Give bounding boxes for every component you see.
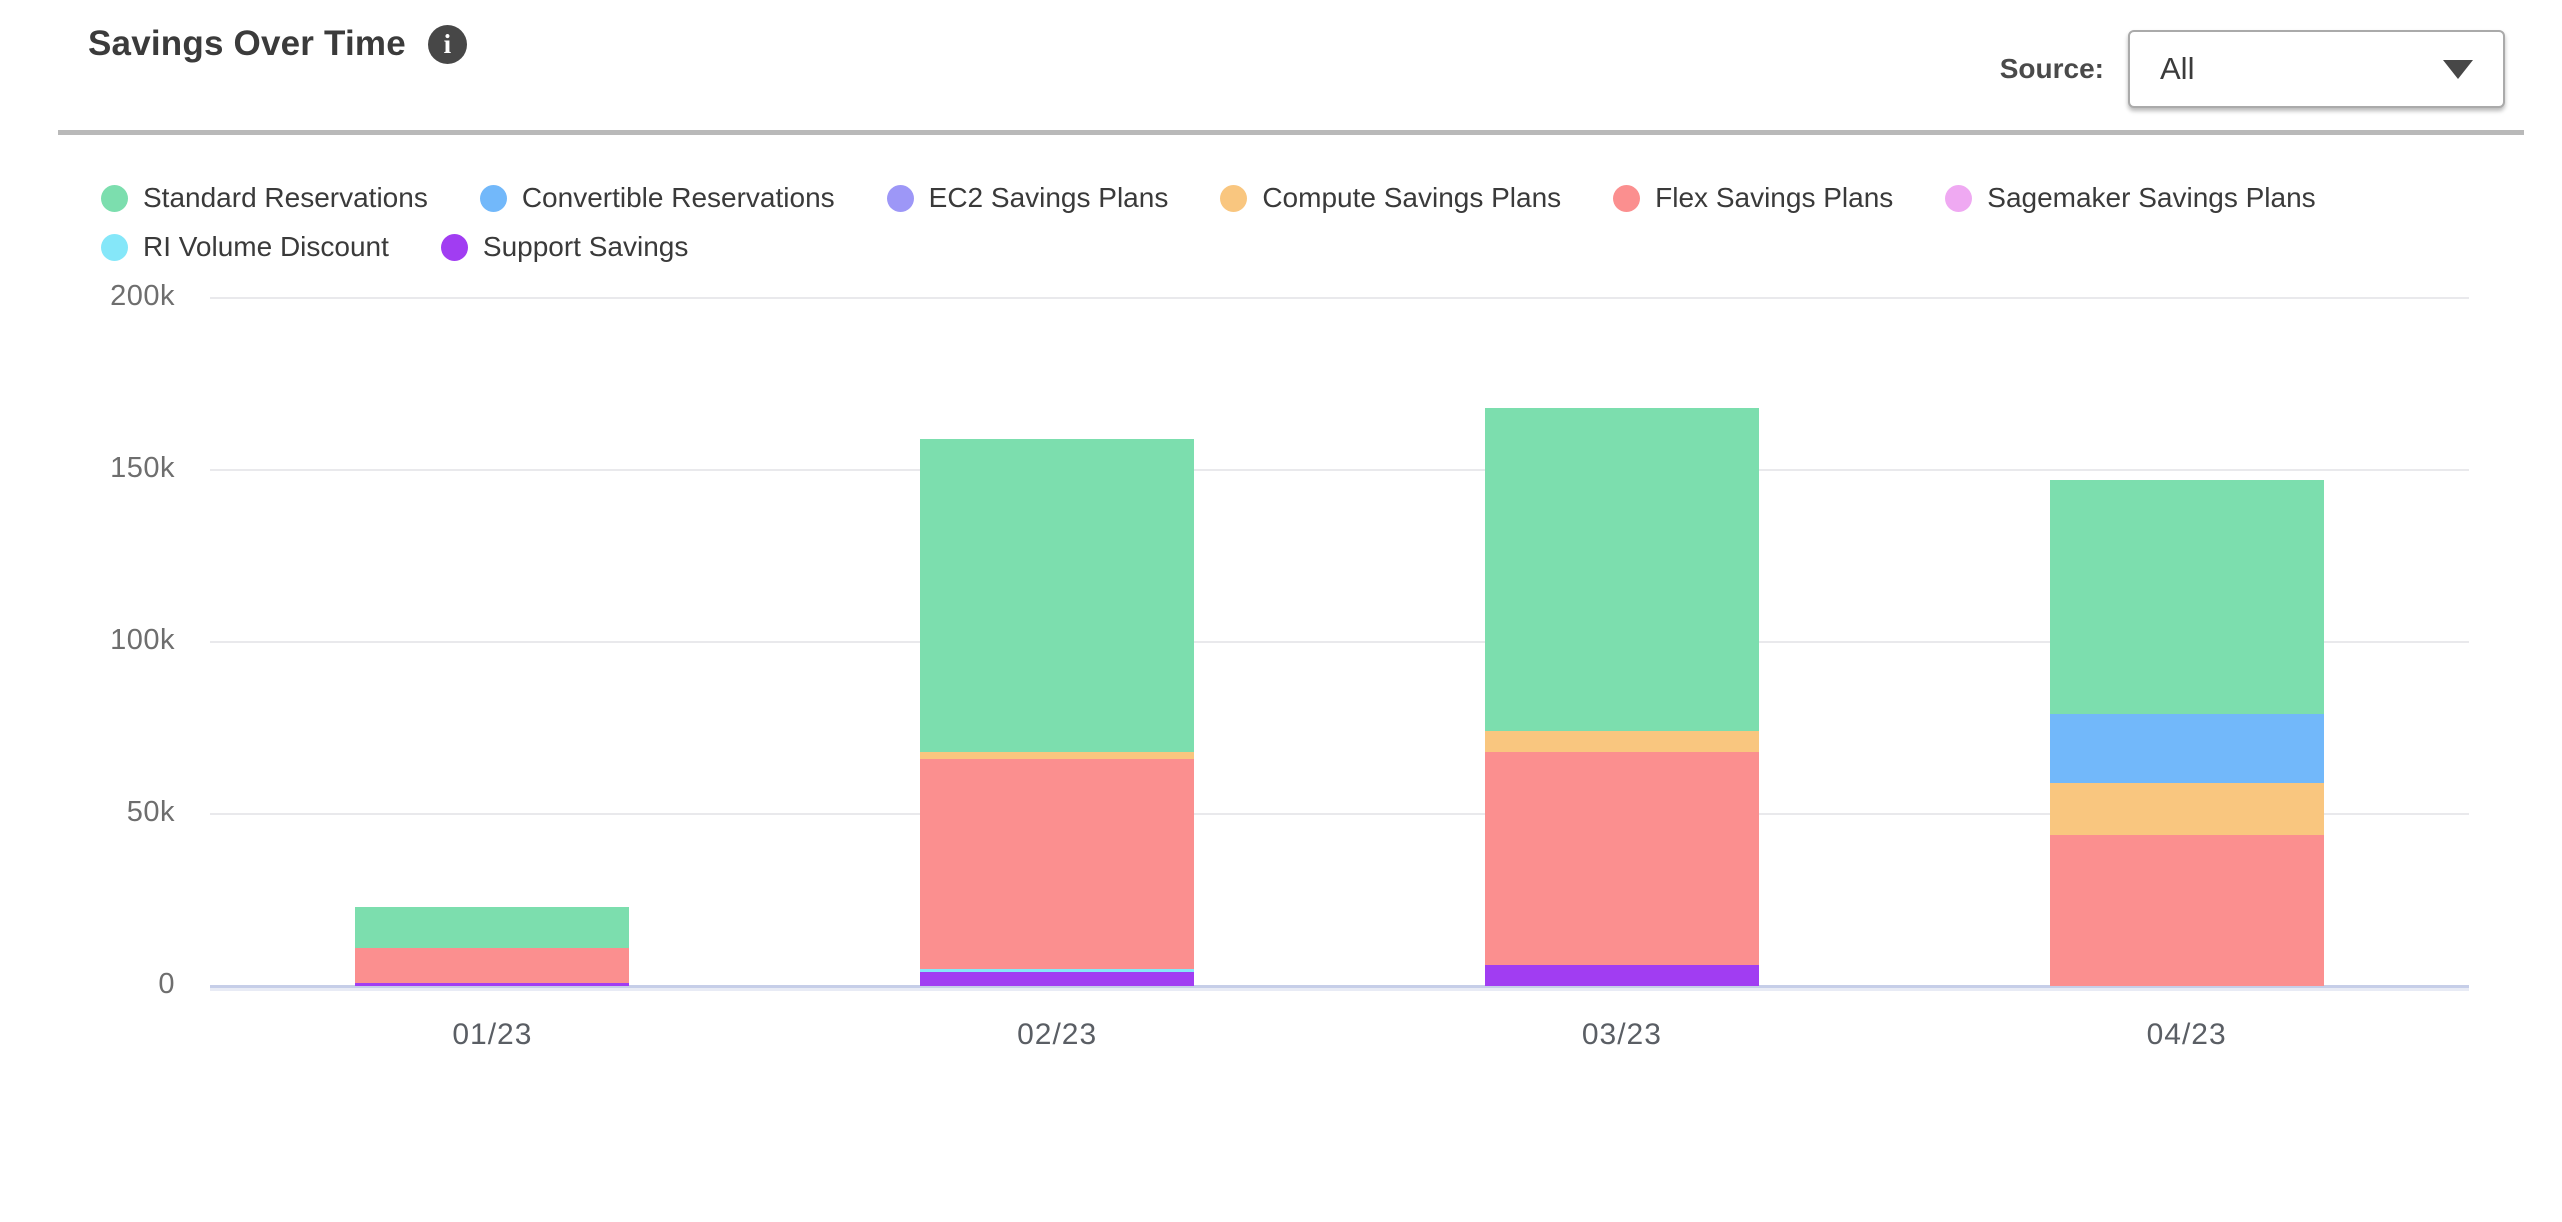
bar-02/23: [920, 439, 1195, 986]
x-axis-line: [210, 985, 2469, 988]
x-axis-tick-label: 04/23: [2146, 1018, 2227, 1051]
legend-dot-icon: [1220, 184, 1248, 212]
header-divider: [58, 130, 2524, 135]
y-axis-tick-label: 100k: [110, 624, 175, 656]
bar-segment-flex-savings-plans[interactable]: [1484, 752, 1759, 966]
bar-01/23: [355, 906, 630, 986]
legend-item-support-savings[interactable]: Support Savings: [440, 231, 689, 263]
gridline: [210, 641, 2469, 643]
bar-segment-compute-savings-plans[interactable]: [2049, 783, 2324, 835]
title-wrap: Savings Over Time i: [88, 24, 467, 64]
source-dropdown[interactable]: All: [2128, 30, 2505, 108]
bar-segment-compute-savings-plans[interactable]: [920, 752, 1195, 759]
legend-dot-icon: [1613, 184, 1641, 212]
bar-segment-support-savings[interactable]: [920, 972, 1195, 986]
source-filter: Source: All: [2000, 30, 2505, 108]
savings-chart: 0 50k 100k 150k 200k 01/23 02/23 03/23 04/23: [0, 280, 2562, 1071]
gridline: [210, 813, 2469, 815]
legend-dot-icon: [1945, 184, 1973, 212]
legend-item-flex-savings-plans[interactable]: Flex Savings Plans: [1613, 182, 1893, 214]
bar-segment-compute-savings-plans[interactable]: [1484, 731, 1759, 753]
bar-segment-flex-savings-plans[interactable]: [2049, 834, 2324, 986]
bar-segment-convertible-reservations[interactable]: [2049, 714, 2324, 784]
x-axis-tick-label: 03/23: [1581, 1018, 1662, 1051]
page-title: Savings Over Time: [88, 24, 406, 63]
legend-label: Support Savings: [482, 231, 689, 262]
legend-item-compute-savings-plans[interactable]: Compute Savings Plans: [1220, 182, 1561, 214]
legend-label: Standard Reservations: [143, 182, 428, 213]
y-axis-tick-label: 200k: [110, 280, 175, 312]
gridline: [210, 297, 2469, 299]
legend-item-sagemaker-savings-plans[interactable]: Sagemaker Savings Plans: [1945, 182, 2316, 214]
legend-label: Compute Savings Plans: [1262, 182, 1562, 213]
gridline: [210, 469, 2469, 471]
legend-dot-icon: [440, 233, 468, 261]
legend-label: RI Volume Discount: [143, 231, 389, 262]
x-axis-tick-label: 02/23: [1017, 1018, 1098, 1051]
x-axis-tick-label: 01/23: [452, 1018, 533, 1051]
legend-label: Sagemaker Savings Plans: [1987, 182, 2316, 213]
legend-dot-icon: [886, 184, 914, 212]
y-axis-tick-label: 150k: [110, 452, 175, 484]
legend-dot-icon: [479, 184, 507, 212]
info-icon[interactable]: i: [427, 24, 467, 64]
legend-dot-icon: [101, 184, 128, 212]
legend-item-ri-volume-discount[interactable]: RI Volume Discount: [101, 231, 389, 263]
bar-segment-standard-reservations[interactable]: [355, 906, 630, 949]
bar-03/23: [1484, 408, 1759, 986]
chevron-down-icon: [2443, 59, 2473, 79]
source-dropdown-value: All: [2160, 51, 2195, 86]
bar-segment-support-savings[interactable]: [1484, 965, 1759, 986]
source-label: Source:: [1999, 53, 2104, 84]
bar-segment-standard-reservations[interactable]: [2049, 480, 2324, 715]
chart-legend: Standard Reservations Convertible Reserva…: [101, 182, 2341, 263]
legend-label: Flex Savings Plans: [1655, 182, 1894, 213]
bar-segment-ri-volume-discount[interactable]: [920, 968, 1195, 973]
chart-header: Savings Over Time i Source: All: [0, 0, 2562, 135]
bar-segment-standard-reservations[interactable]: [1484, 408, 1759, 732]
y-axis-tick-label: 50k: [126, 796, 175, 828]
bar-segment-flex-savings-plans[interactable]: [355, 948, 630, 983]
legend-item-ec2-savings-plans[interactable]: EC2 Savings Plans: [886, 182, 1169, 214]
legend-label: Convertible Reservations: [521, 182, 835, 213]
bar-segment-flex-savings-plans[interactable]: [920, 758, 1195, 969]
legend-dot-icon: [101, 233, 128, 261]
bar-segment-support-savings[interactable]: [355, 982, 630, 986]
legend-item-standard-reservations[interactable]: Standard Reservations: [101, 182, 428, 214]
bar-04/23: [2049, 480, 2324, 986]
y-axis-tick-label: 0: [158, 968, 175, 1000]
legend-item-convertible-reservations[interactable]: Convertible Reservations: [479, 182, 835, 214]
legend-label: EC2 Savings Plans: [928, 182, 1169, 213]
bar-segment-standard-reservations[interactable]: [920, 439, 1195, 753]
